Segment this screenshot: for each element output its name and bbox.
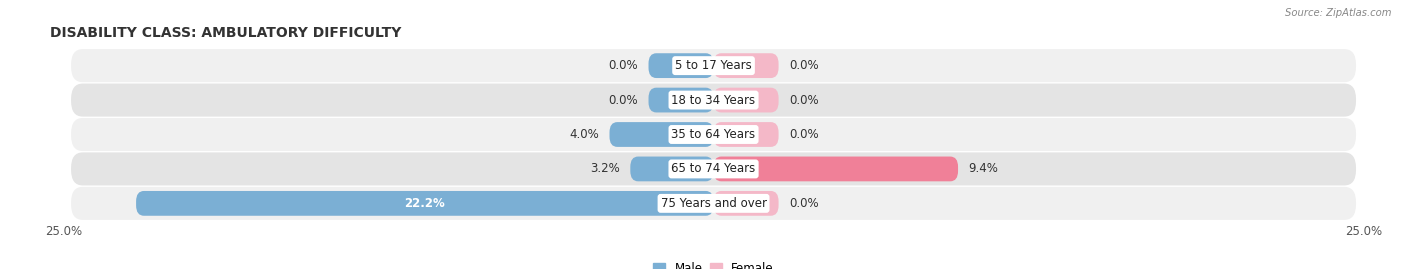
Text: 9.4%: 9.4% — [969, 162, 998, 175]
FancyBboxPatch shape — [713, 191, 779, 216]
Text: Source: ZipAtlas.com: Source: ZipAtlas.com — [1285, 8, 1392, 18]
FancyBboxPatch shape — [713, 157, 957, 181]
Text: 3.2%: 3.2% — [591, 162, 620, 175]
FancyBboxPatch shape — [610, 122, 713, 147]
Text: 0.0%: 0.0% — [789, 128, 818, 141]
FancyBboxPatch shape — [72, 118, 1355, 151]
FancyBboxPatch shape — [72, 84, 1355, 116]
FancyBboxPatch shape — [713, 122, 779, 147]
Text: 35 to 64 Years: 35 to 64 Years — [672, 128, 755, 141]
Text: 0.0%: 0.0% — [609, 59, 638, 72]
Text: 22.2%: 22.2% — [405, 197, 446, 210]
Text: 0.0%: 0.0% — [609, 94, 638, 107]
Text: 75 Years and over: 75 Years and over — [661, 197, 766, 210]
FancyBboxPatch shape — [72, 187, 1355, 220]
FancyBboxPatch shape — [72, 153, 1355, 185]
FancyBboxPatch shape — [72, 49, 1355, 82]
Text: 0.0%: 0.0% — [789, 94, 818, 107]
Text: 0.0%: 0.0% — [789, 59, 818, 72]
Text: 65 to 74 Years: 65 to 74 Years — [672, 162, 755, 175]
FancyBboxPatch shape — [630, 157, 713, 181]
Legend: Male, Female: Male, Female — [654, 262, 773, 269]
Text: 18 to 34 Years: 18 to 34 Years — [672, 94, 755, 107]
Text: 5 to 17 Years: 5 to 17 Years — [675, 59, 752, 72]
Text: DISABILITY CLASS: AMBULATORY DIFFICULTY: DISABILITY CLASS: AMBULATORY DIFFICULTY — [51, 26, 402, 40]
FancyBboxPatch shape — [136, 191, 713, 216]
Text: 0.0%: 0.0% — [789, 197, 818, 210]
FancyBboxPatch shape — [648, 88, 713, 112]
FancyBboxPatch shape — [648, 53, 713, 78]
FancyBboxPatch shape — [713, 53, 779, 78]
Text: 4.0%: 4.0% — [569, 128, 599, 141]
FancyBboxPatch shape — [713, 88, 779, 112]
